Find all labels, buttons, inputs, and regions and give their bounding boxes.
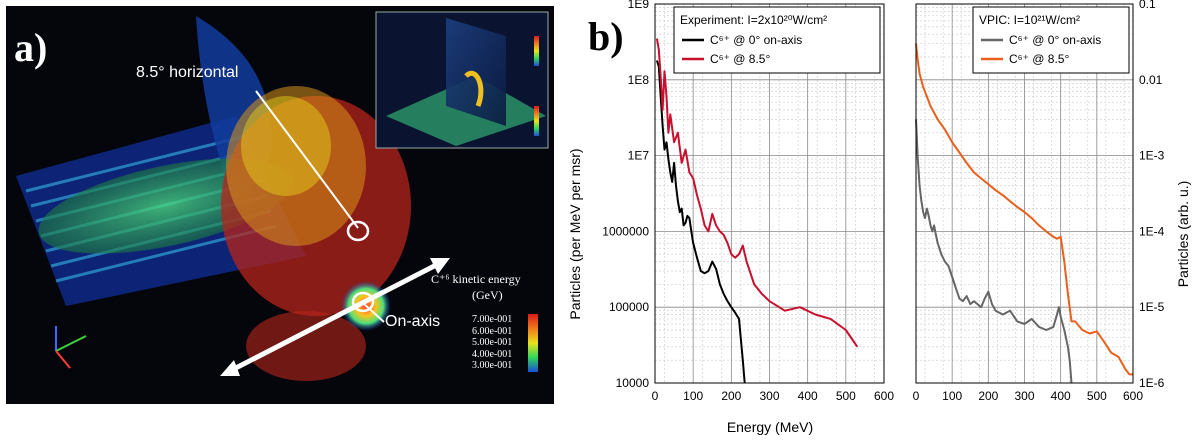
colorbar-tick-label: 5.00e-001 [472,337,513,349]
simulation-render [16,11,549,381]
y-axis-title-left: Particles (per MeV per msr) [567,148,583,319]
x-tick-label: 300 [1014,389,1034,403]
horizontal-annotation: 8.5° horizontal [136,64,239,81]
legend-entry: C⁶⁺ @ 0° on-axis [1009,33,1101,47]
horizontal-marker-circle [346,220,370,242]
panel-b-label: b) [588,14,624,59]
legend-entry: C⁶⁺ @ 8.5° [710,52,770,66]
legend-box [673,6,881,74]
y-axis-title-right: Particles (arb. u.) [1175,181,1191,288]
experiment-chart: 0 100 200 300 400 500 600 10000 100000 1000000 1E7… [602,0,894,403]
x-tick-label: 400 [1051,389,1071,403]
panel-a-label: a) [14,25,48,70]
y-tick-label: 100000 [609,300,649,314]
y-tick-label: 10000 [616,376,650,390]
colorbar-tick-label: 3.00e-001 [472,360,513,372]
series-line-8-5-deg [655,38,859,348]
series-line-on-axis [915,119,1073,384]
x-tick-label: 600 [1123,389,1143,403]
legend-title: Experiment: I=2x10²⁰W/cm² [680,13,827,27]
x-tick-label: 600 [874,389,894,403]
y-tick-label: 0.1 [1139,0,1156,11]
x-tick-label: 200 [721,389,741,403]
colorbar-tick-label: 7.00e-001 [472,314,513,325]
x-tick-label: 0 [913,389,920,403]
x-tick-label: 300 [759,389,779,403]
horizontal-leader-line [255,90,359,229]
inset-render [375,11,549,149]
x-tick-label: 200 [978,389,998,403]
x-tick-label: 500 [836,389,856,403]
series-line-on-axis [655,60,746,384]
plot-frame [915,3,1134,384]
y-tick-label: 1E8 [628,73,650,87]
y-tick-label: 1E-3 [1139,149,1165,163]
colorbar-tick-labels: 7.00e-001 6.00e-001 5.00e-001 4.00e-001 3.00… [472,314,512,372]
ion-cloud [221,86,411,381]
beam-axis-double-arrow [220,258,450,376]
series-line-8-5-deg [915,43,1133,376]
x-tick-label: 400 [798,389,818,403]
colorbar-unit: (GeV) [472,288,503,302]
x-tick-label: 100 [942,389,962,403]
axes-triad-icon [55,326,87,369]
x-tick-label: 100 [683,389,703,403]
colorbar-title: C⁺⁶ kinetic energy [431,272,521,286]
y-tick-label: 1000000 [602,224,649,238]
y-tick-label: 0.01 [1139,73,1163,87]
legend-title: VPIC: I=10²¹W/cm² [979,13,1080,27]
x-axis-title: Energy (MeV) [727,419,813,435]
colorbar-tick-label: 6.00e-001 [472,325,513,337]
legend-entry: C⁶⁺ @ 8.5° [1009,52,1069,66]
x-tick-label: 500 [1087,389,1107,403]
y-tick-label: 1E-4 [1139,224,1165,238]
colorbar-tick-label: 4.00e-001 [472,348,513,360]
onaxis-marker-circle [351,291,375,313]
x-tick-label: 0 [652,389,659,403]
y-tick-label: 1E-5 [1139,300,1165,314]
colorbar [528,314,538,372]
onaxis-leader-line [363,303,385,323]
simulation-image-panel: a) 8.5° horizontal On-axis C⁺⁶ kinetic e… [6,6,554,404]
onaxis-annotation: On-axis [385,313,441,330]
plot-frame [654,3,885,384]
legend-entry: C⁶⁺ @ 0° on-axis [710,33,802,47]
y-tick-label: 1E7 [628,149,650,163]
y-tick-label: 1E9 [628,0,650,11]
y-tick-label: 1E-6 [1139,376,1165,390]
